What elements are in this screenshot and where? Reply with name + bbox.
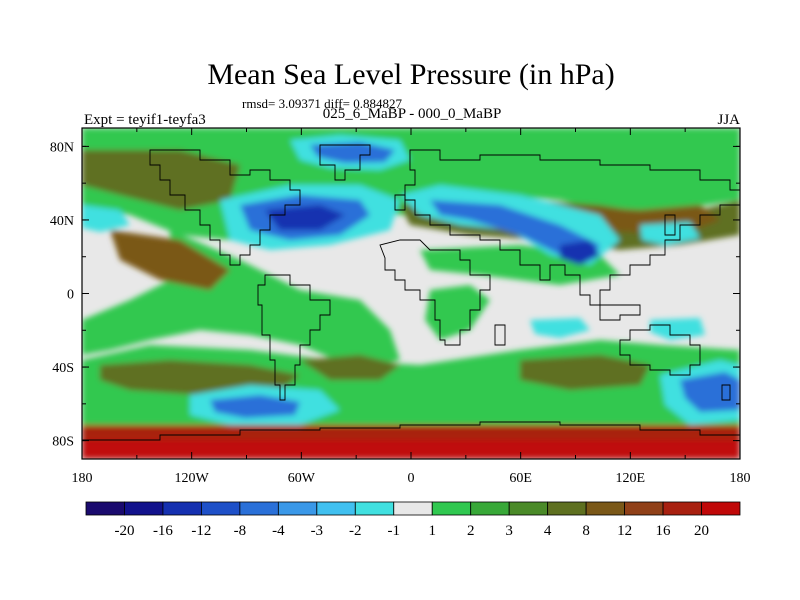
colorbar-label: 12 <box>617 523 632 539</box>
colorbar-label: 16 <box>656 523 672 539</box>
coast-africa <box>379 239 491 346</box>
colorbar-label: -2 <box>349 523 362 539</box>
colorbar-label: 2 <box>467 523 475 539</box>
coast-new-zealand <box>721 384 731 401</box>
experiment-label: Expt = teyif1-teyfa3 <box>84 112 206 128</box>
colorbar-label: -1 <box>388 523 401 539</box>
lat-label: 40S <box>52 361 74 376</box>
colorbar-label: 8 <box>582 523 590 539</box>
colorbar-label: 1 <box>428 523 436 539</box>
colorbar-label: -4 <box>272 523 285 539</box>
field-olive-sindian <box>520 355 650 390</box>
field-blue-asia <box>430 200 600 260</box>
coast-japan <box>664 214 676 236</box>
field-red-band <box>82 440 740 459</box>
colorbar-swatch <box>431 501 472 516</box>
field-cyan-australia <box>650 318 705 340</box>
season-label: JJA <box>717 112 740 128</box>
lat-label: 40N <box>50 214 74 229</box>
field-cyan-eqpacific <box>82 205 130 232</box>
colorbar-swatch <box>316 501 356 516</box>
lon-label: 60E <box>509 471 532 486</box>
colorbar-label: 3 <box>505 523 513 539</box>
colorbar-label: -12 <box>191 523 211 539</box>
lon-label: 120E <box>616 471 646 486</box>
lat-label: 80S <box>52 435 74 450</box>
field-cyan-wpacific <box>640 222 700 245</box>
colorbar-swatch <box>547 501 587 516</box>
field-green-tropic <box>82 230 400 370</box>
lon-label: 0 <box>408 471 415 486</box>
longitude-labels: 180 120W 60W 0 60E 120E 180 <box>72 471 751 486</box>
latitude-labels: 80N 40N 0 40S 80S <box>50 140 74 449</box>
colorbar-swatch <box>124 501 164 516</box>
colorbar-swatch <box>239 501 279 516</box>
colorbar-swatch <box>354 501 395 516</box>
field-deep-blue-asia <box>560 240 600 265</box>
coast-eurasia <box>404 149 740 306</box>
colorbar-swatch <box>508 501 549 516</box>
lon-label: 180 <box>730 471 751 486</box>
coast-indonesia <box>599 304 641 321</box>
comparison-label: 025_6_MaBP - 000_0_MaBP <box>323 106 502 122</box>
colorbar-swatch <box>277 501 318 516</box>
coast-uk <box>394 194 406 211</box>
colorbar-swatch <box>662 501 702 516</box>
field-green-africa <box>425 285 490 340</box>
colorbar-swatch <box>393 501 433 516</box>
colorbar <box>85 501 741 516</box>
colorbar-swatch <box>585 501 625 516</box>
lat-label: 0 <box>67 288 74 303</box>
coast-north-america <box>149 149 301 266</box>
colorbar-labels: -20 -16 -12 -8 -4 -3 -2 -1 1 2 3 4 8 12 16 20 <box>114 523 709 539</box>
field-olive-satlantic <box>300 355 400 380</box>
colorbar-swatch <box>470 501 510 516</box>
colorbar-swatch <box>85 501 125 516</box>
coast-australia <box>619 324 701 376</box>
coast-greenland <box>319 144 371 181</box>
colorbar-swatch <box>201 501 241 516</box>
field-brown-pacific <box>110 230 230 290</box>
coast-madagascar <box>494 324 506 346</box>
lon-label: 60W <box>288 471 316 486</box>
coast-antarctica <box>82 421 740 441</box>
colorbar-swatch <box>701 501 741 516</box>
colorbar-label: 20 <box>694 523 709 539</box>
colorbar-swatch <box>162 501 202 516</box>
colorbar-label: -8 <box>234 523 247 539</box>
field-blue-sindian <box>680 372 740 412</box>
lon-label: 120W <box>175 471 210 486</box>
field-cyan-indian <box>530 318 590 338</box>
stats-label: rmsd= 3.09371 diff= 0.884827 <box>242 96 402 111</box>
axis-ticks <box>81 128 741 459</box>
lon-label: 180 <box>72 471 93 486</box>
field-blue-spacific <box>210 395 300 418</box>
colorbar-label: -16 <box>153 523 173 539</box>
coastlines <box>82 144 740 441</box>
colorbar-label: -20 <box>114 523 134 539</box>
lat-label: 80N <box>50 140 74 155</box>
pressure-field <box>82 128 740 459</box>
coast-south-america <box>257 274 331 401</box>
field-blue-arctic <box>310 142 395 163</box>
colorbar-swatch <box>624 501 664 516</box>
colorbar-label: -3 <box>311 523 324 539</box>
colorbar-label: 4 <box>544 523 552 539</box>
figure-title: Mean Sea Level Pressure (in hPa) <box>207 58 614 91</box>
